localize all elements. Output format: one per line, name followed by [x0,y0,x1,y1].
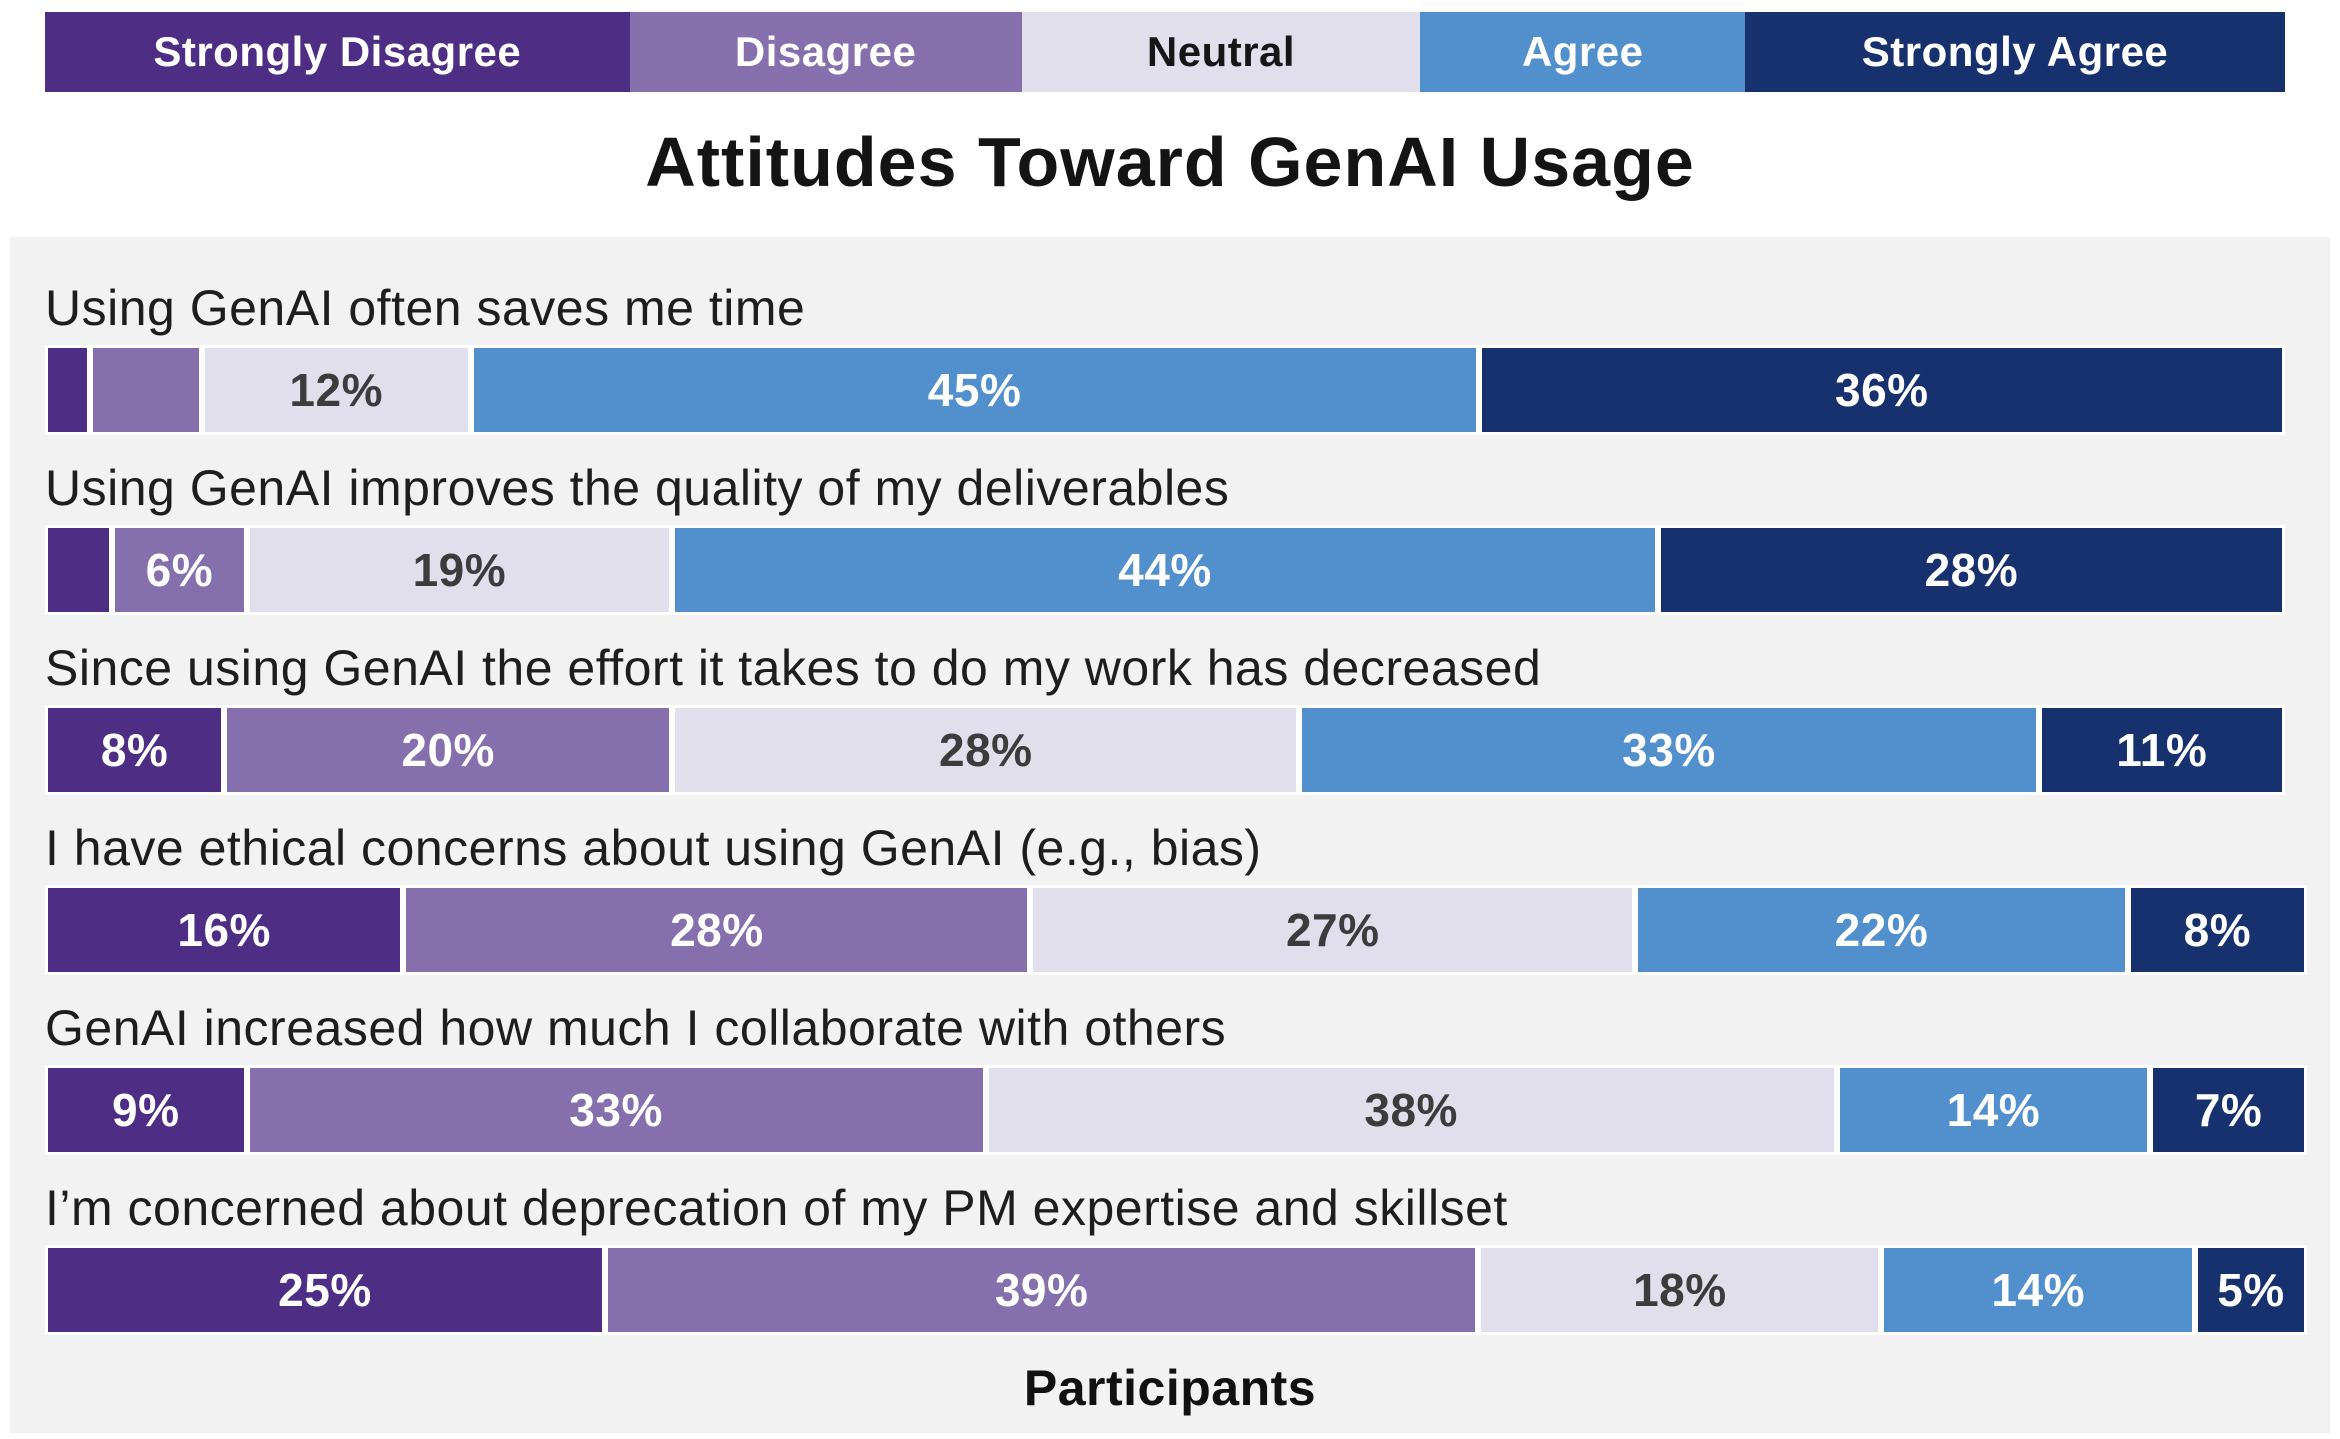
legend-item-label: Agree [1521,28,1644,75]
segment-value-label: 6% [145,544,214,596]
bar-segment-agree: 14% [1836,1065,2151,1155]
bar-segment-disagree: 20% [224,705,673,795]
legend-item-neutral: Neutral [1021,12,1421,92]
segment-value-label: 14% [1991,1264,2085,1316]
segment-value-label: 39% [994,1264,1089,1316]
stacked-bar: 12% 45% 36% [45,345,2285,435]
bar-segment-strongly-disagree: 9% [45,1065,247,1155]
bar-segment-neutral: 19% [246,525,673,615]
bar-segment-strongly-disagree: 25% [45,1245,605,1335]
bar-segment-disagree: 6% [112,525,247,615]
segment-value-label: 28% [938,724,1033,776]
bar-segment-agree: 45% [470,345,1479,435]
bar-segment-agree: 33% [1299,705,2039,795]
row-label: GenAI increased how much I collaborate w… [45,1000,1227,1056]
bar-segment-strongly-disagree [45,345,90,435]
segment-value-label: 27% [1285,904,1380,956]
segment-value-label: 36% [1835,364,1929,416]
bar-segment-neutral: 38% [985,1065,1837,1155]
legend-item-label: Strongly Agree [1861,28,2169,75]
legend-item-agree: Agree [1420,12,1746,92]
legend-strip: Strongly Disagree Disagree Neutral Agree Str… [45,12,2285,92]
row-label: Using GenAI improves the quality of my d… [45,460,1230,516]
bar-segment-disagree [89,345,202,435]
segment-value-label: 25% [278,1264,372,1316]
bar-segment-neutral: 28% [672,705,1300,795]
stacked-bar: 25% 39% 18% 14% 5% [45,1245,2307,1335]
bar-segment-strongly-agree: 11% [2038,705,2285,795]
bar-segment-strongly-agree: 7% [2150,1065,2307,1155]
legend-item-label: Disagree [734,28,917,75]
bar-segment-agree: 44% [672,525,1658,615]
bar-segment-strongly-agree: 8% [2127,885,2307,975]
segment-value-label: 19% [412,544,507,596]
row-label: Using GenAI often saves me time [45,280,806,336]
segment-value-label: 12% [289,364,383,416]
segment-value-label: 28% [670,904,764,956]
segment-value-label: 33% [569,1084,663,1136]
segment-value-label: 7% [2194,1084,2263,1136]
bar-segment-strongly-disagree: 8% [45,705,225,795]
segment-value-label: 22% [1834,904,1929,956]
legend-item-disagree: Disagree [629,12,1022,92]
bar-segment-neutral: 18% [1478,1245,1882,1335]
bar-segment-neutral: 27% [1030,885,1636,975]
stacked-bar: 8% 20% 28% 33% 11% [45,705,2285,795]
stacked-bar: 6% 19% 44% 28% [45,525,2285,615]
legend-item-strongly-agree: Strongly Agree [1745,12,2285,92]
bar-segment-disagree: 39% [604,1245,1479,1335]
segment-value-label: 20% [401,724,495,776]
legend-item-label: Neutral [1146,28,1296,75]
segment-value-label: 8% [100,724,169,776]
row-label: I have ethical concerns about using GenA… [45,820,1262,876]
bar-segment-disagree: 33% [246,1065,986,1155]
stacked-bar: 16% 28% 27% 22% 8% [45,885,2307,975]
bar-segment-strongly-disagree [45,525,113,615]
plot-area: Using GenAI often saves me time 12% 45% 36%… [10,237,2330,1433]
row-label: Since using GenAI the effort it takes to… [45,640,1542,696]
row-label: I’m concerned about deprecation of my PM… [45,1180,1508,1236]
segment-value-label: 33% [1622,724,1716,776]
x-axis-label: Participants [1023,1360,1317,1416]
legend-item-strongly-disagree: Strongly Disagree [45,12,630,92]
segment-value-label: 38% [1364,1084,1458,1136]
bar-segment-strongly-agree: 28% [1657,525,2285,615]
segment-value-label: 14% [1946,1084,2041,1136]
bar-segment-strongly-disagree: 16% [45,885,404,975]
bar-segment-neutral: 12% [201,345,471,435]
bar-segment-strongly-agree: 36% [1478,345,2285,435]
segment-value-label: 16% [177,904,271,956]
segment-value-label: 8% [2183,904,2252,956]
segment-value-label: 11% [2116,724,2208,776]
segment-value-label: 9% [112,1084,180,1136]
segment-value-label: 44% [1118,544,1212,596]
bar-segment-agree: 14% [1881,1245,2195,1335]
bar-segment-strongly-agree: 5% [2194,1245,2307,1335]
bar-segment-disagree: 28% [403,885,1031,975]
segment-value-label: 18% [1633,1264,1727,1316]
chart-title: Attitudes Toward GenAI Usage [645,123,1695,201]
segment-value-label: 28% [1924,544,2019,596]
bar-segment-agree: 22% [1635,885,2128,975]
stacked-bar: 9% 33% 38% 14% 7% [45,1065,2307,1155]
legend-item-label: Strongly Disagree [153,28,522,75]
segment-value-label: 5% [2217,1264,2285,1316]
segment-value-label: 45% [927,364,1022,416]
